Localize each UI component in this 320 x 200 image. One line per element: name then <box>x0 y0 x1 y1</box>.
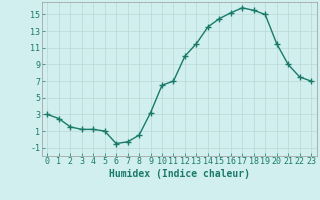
X-axis label: Humidex (Indice chaleur): Humidex (Indice chaleur) <box>109 169 250 179</box>
